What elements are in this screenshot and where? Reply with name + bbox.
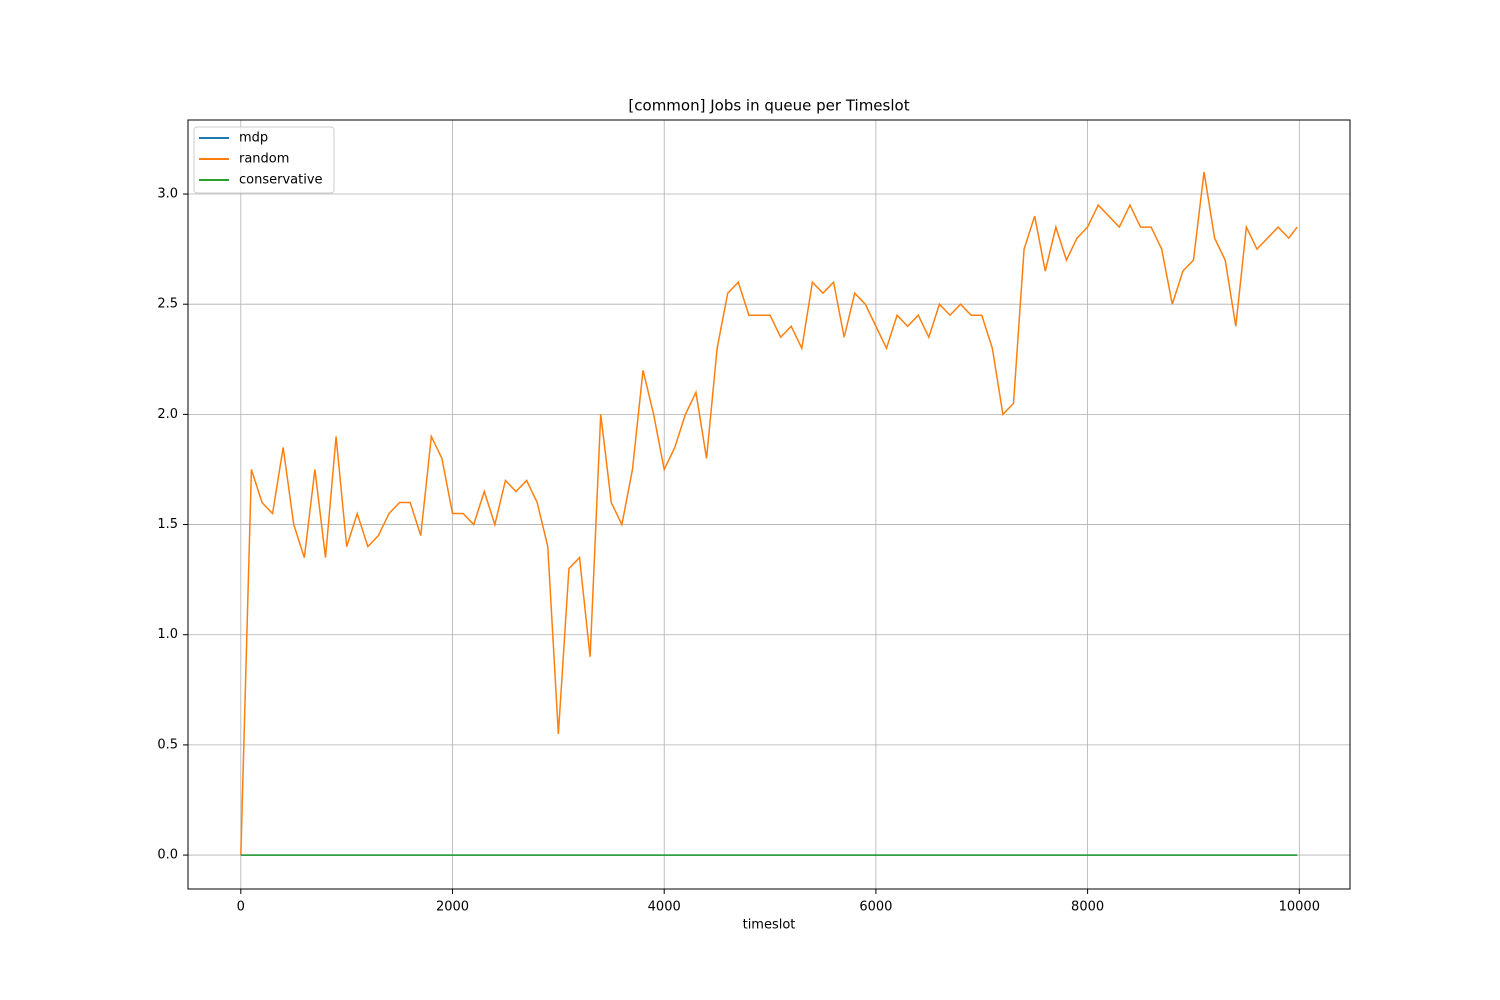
legend-label: mdp bbox=[239, 131, 268, 146]
y-tick-label: 2.0 bbox=[157, 407, 178, 422]
legend-label: conservative bbox=[239, 173, 323, 188]
plot-frame bbox=[187, 119, 1351, 890]
legend-label: random bbox=[239, 152, 289, 167]
y-tick-label: 0.0 bbox=[157, 848, 178, 863]
series-line bbox=[240, 171, 1298, 856]
x-axis-label: timeslot bbox=[743, 918, 796, 933]
x-tick-label: 4000 bbox=[648, 900, 681, 915]
x-tick-label: 2000 bbox=[436, 900, 469, 915]
y-tick-label: 0.5 bbox=[157, 737, 178, 752]
y-tick-label: 2.5 bbox=[157, 297, 178, 312]
y-tick-label: 1.5 bbox=[157, 517, 178, 532]
y-tick-label: 1.0 bbox=[157, 627, 178, 642]
x-tick-label: 0 bbox=[237, 900, 245, 915]
x-tick-label: 10000 bbox=[1279, 900, 1320, 915]
x-tick-label: 6000 bbox=[859, 900, 892, 915]
x-tick-label: 8000 bbox=[1071, 900, 1104, 915]
legend-box bbox=[193, 126, 335, 194]
y-tick-label: 3.0 bbox=[157, 187, 178, 202]
chart-title: [common] Jobs in queue per Timeslot bbox=[628, 97, 909, 115]
